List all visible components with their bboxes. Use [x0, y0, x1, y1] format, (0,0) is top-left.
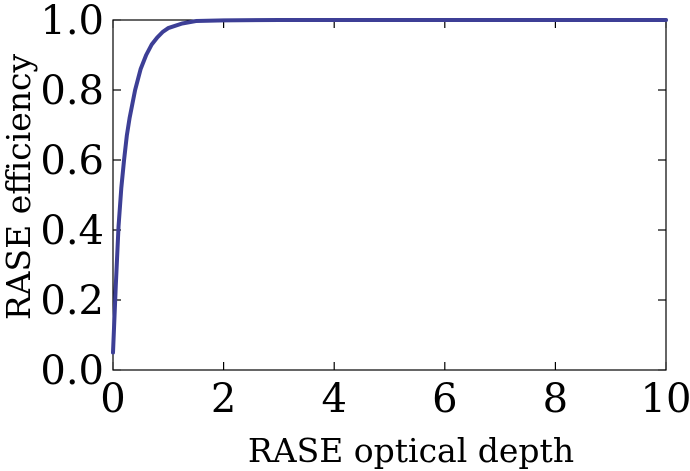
y-tick-label: 0.4: [40, 208, 104, 254]
x-tick-labels: 0 2 4 6 8 10: [100, 376, 690, 422]
x-axis-title: RASE optical depth: [248, 431, 574, 470]
y-tick-label: 1.0: [40, 0, 104, 44]
x-tick-label: 4: [321, 376, 346, 422]
tick-marks: [112, 19, 667, 371]
x-tick-label: 0: [100, 376, 125, 422]
y-tick-label: 0.2: [40, 278, 104, 324]
plot-frame: [112, 19, 667, 371]
y-tick-labels: 0.0 0.2 0.4 0.6 0.8 1.0: [40, 0, 104, 394]
x-tick-label: 10: [641, 376, 690, 422]
y-tick-label: 0.0: [40, 348, 104, 394]
x-tick-label: 8: [543, 376, 568, 422]
efficiency-curve: [111, 18, 668, 355]
y-tick-label: 0.8: [40, 68, 104, 114]
y-axis-title: RASE efficiency: [0, 53, 38, 320]
y-tick-label: 0.6: [40, 138, 104, 184]
x-tick-label: 6: [432, 376, 457, 422]
x-tick-label: 2: [211, 376, 236, 422]
